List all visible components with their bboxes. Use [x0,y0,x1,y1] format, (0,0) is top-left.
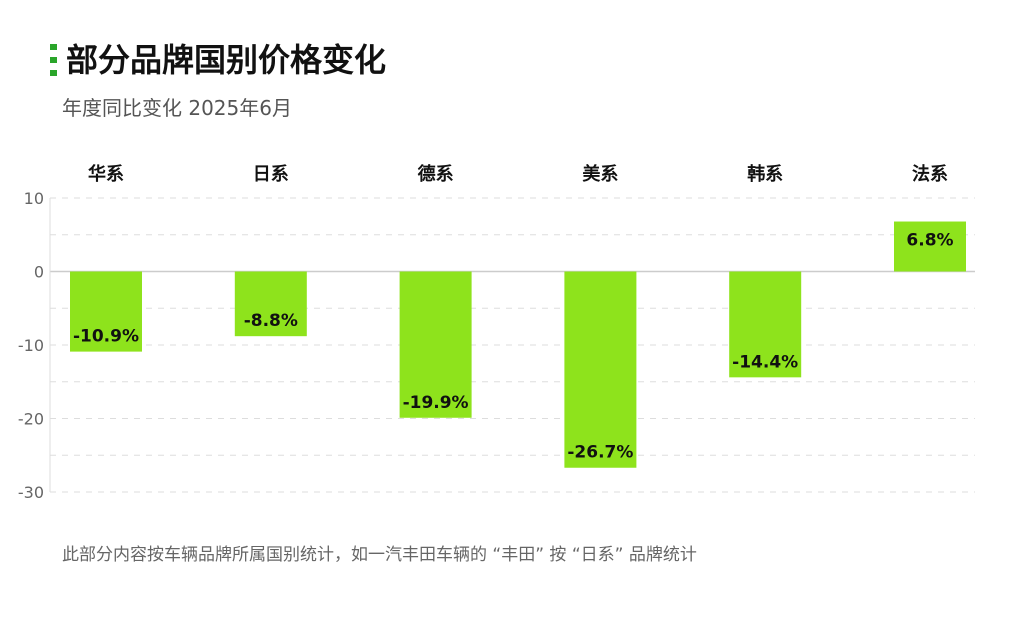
title-accent-mark [50,44,57,76]
title-accent-segment [50,70,57,76]
data-label: -8.8% [244,311,298,331]
bar [234,271,307,337]
data-label: -14.4% [732,352,798,372]
grid-layer [49,197,975,493]
category-label: 华系 [88,163,124,185]
chart-subtitle: 年度同比变化 2025年6月 [62,96,292,120]
category-label: 法系 [912,163,948,185]
y-tick-label: -30 [18,483,44,502]
data-label: -26.7% [567,443,633,463]
y-tick-label: -10 [18,336,44,355]
chart-title: 部分品牌国别价格变化 [66,41,387,79]
bar [894,221,966,272]
bar [399,271,472,418]
data-label: -19.9% [403,393,469,413]
bar [729,271,802,378]
title-accent-segment [50,57,57,63]
bar [564,271,637,468]
y-tick-label: -20 [18,410,44,429]
bars [70,221,966,468]
data-label: 6.8% [906,231,953,251]
category-label: 美系 [582,163,618,185]
y-tick-label: 10 [24,189,44,208]
y-axis-ticks: 10 0 -10 -20 -30 [18,189,44,502]
data-labels: -10.9% -8.8% -19.9% -26.7% -14.4% 6.8% [73,231,954,463]
title-accent-segment [50,44,57,50]
bar [70,271,142,352]
category-labels: 华系 日系 德系 美系 韩系 法系 [88,163,948,185]
footnote: 此部分内容按车辆品牌所属国别统计，如一汽丰田车辆的 “丰田” 按 “日系” 品牌… [62,545,697,565]
category-label: 德系 [418,163,454,185]
data-label: -10.9% [73,327,139,347]
category-label: 韩系 [747,163,783,185]
category-label: 日系 [253,164,289,185]
y-tick-label: 0 [34,263,44,282]
